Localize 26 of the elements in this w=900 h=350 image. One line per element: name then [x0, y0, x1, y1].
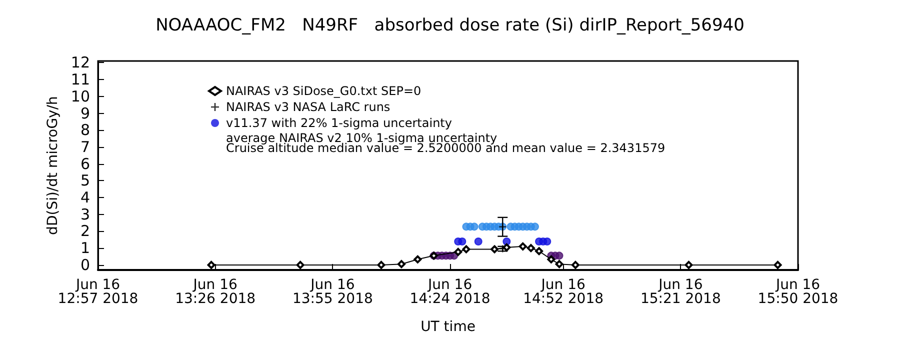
y-tick-label: 7 — [80, 138, 90, 156]
x-tick-label: Jun 16 14:24 2018 — [410, 277, 490, 307]
y-tick-label: 9 — [80, 104, 90, 122]
legend-label: v11.37 with 22% 1-sigma uncertainty — [226, 116, 452, 130]
x-tick-label: Jun 16 14:52 2018 — [523, 277, 604, 307]
x-tick-label: Jun 16 12:57 2018 — [58, 277, 138, 307]
legend-label: NAIRAS v3 NASA LaRC runs — [226, 100, 390, 114]
y-tick-label: 6 — [80, 154, 90, 173]
y-tick-label: 1 — [80, 239, 90, 258]
x-tick-label: Jun 16 15:21 2018 — [640, 277, 721, 307]
y-tick-label: 10 — [70, 87, 90, 106]
y-tick-label: 12 — [70, 54, 90, 72]
x-tick-label: Jun 16 15:50 2018 — [758, 277, 838, 307]
legend-label: NAIRAS v3 SiDose_G0.txt SEP=0 — [226, 84, 422, 98]
y-tick-label: 0 — [80, 256, 90, 274]
y-tick-label: 2 — [80, 222, 90, 240]
y-tick-label: 8 — [80, 121, 90, 140]
x-tick-label: Jun 16 13:55 2018 — [292, 277, 373, 307]
chart-title: NOAAAOC_FM2 N49RF absorbed dose rate (Si) dirIP_Report_56940 — [156, 16, 744, 36]
y-tick-label: 5 — [80, 172, 90, 190]
y-tick-label: 11 — [70, 70, 90, 89]
y-axis-title: dD(Si)/dt microGy/h — [45, 96, 61, 235]
x-axis-title: UT time — [420, 319, 476, 335]
y-tick-label: 4 — [80, 188, 90, 207]
x-tick-label: Jun 16 13:26 2018 — [175, 277, 256, 307]
y-tick-label: 3 — [80, 205, 90, 224]
